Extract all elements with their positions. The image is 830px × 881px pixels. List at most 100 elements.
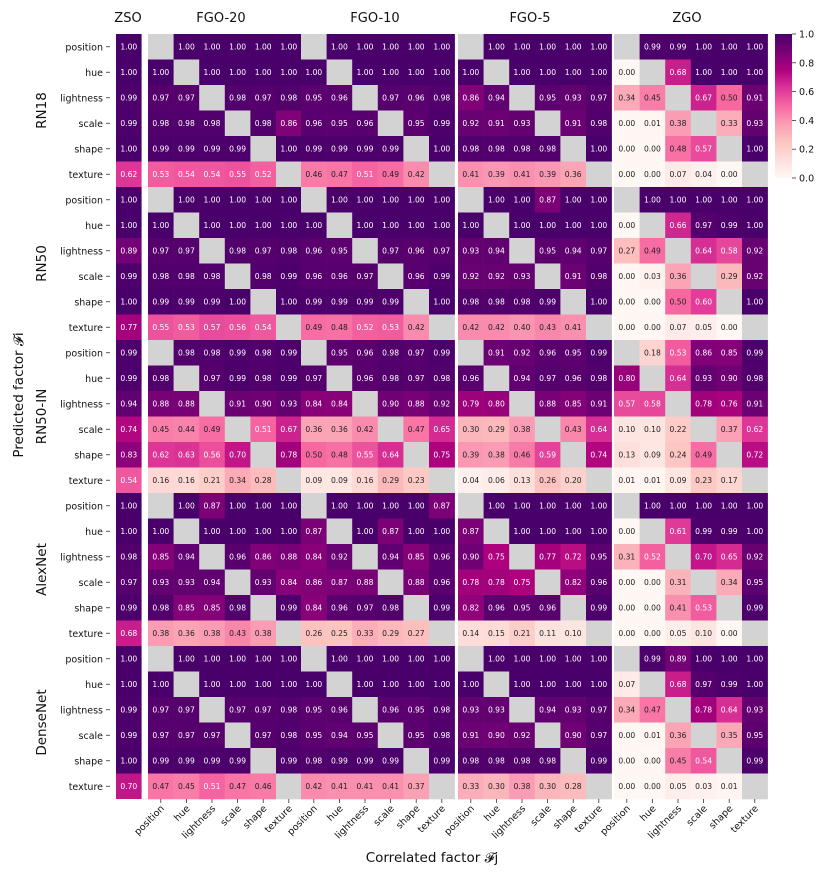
- heatmap-cell: [250, 59, 277, 86]
- cell-value-label: 0.99: [280, 604, 297, 613]
- cell-value-label: 0.89: [670, 655, 687, 664]
- heatmap-cell: [326, 646, 353, 672]
- heatmap-cell: [483, 136, 510, 162]
- heatmap-cell: [614, 314, 640, 341]
- heatmap-cell: [429, 34, 455, 60]
- heatmap-cell: [665, 136, 692, 162]
- heatmap-cell: [458, 544, 484, 570]
- heatmap-cell: [429, 442, 455, 468]
- heatmap-cell: [250, 314, 277, 341]
- cell-value-label: 1.00: [590, 680, 607, 689]
- cell-value-label: 0.03: [644, 272, 661, 281]
- heatmap-cell: [199, 263, 226, 290]
- colorbar-tick-label: 1.0: [799, 30, 814, 41]
- heatmap-cell: [276, 85, 302, 111]
- cell-value-label: 1.00: [331, 502, 348, 511]
- cell-value-label: 0.99: [746, 757, 763, 766]
- cell-value-label: 0.83: [120, 451, 137, 460]
- heatmap-cell: [716, 518, 743, 545]
- heatmap-cell: [148, 365, 174, 392]
- cell-value-label: 0.99: [670, 43, 687, 52]
- cell-value-label: 0.52: [255, 170, 272, 179]
- heatmap-cell: [199, 595, 226, 621]
- heatmap-cell: [403, 187, 430, 213]
- heatmap-cell: [586, 110, 612, 137]
- diagonal-cell: [716, 748, 743, 774]
- cell-value-label: 1.00: [178, 43, 195, 52]
- cell-value-label: 1.00: [204, 43, 221, 52]
- x-tick-label: scale: [219, 803, 244, 828]
- cell-value-label: 1.00: [514, 43, 531, 52]
- cell-value-label: 0.99: [746, 604, 763, 613]
- heatmap-cell: [534, 544, 561, 570]
- heatmap-cell: [614, 59, 640, 86]
- heatmap-cell: [250, 416, 277, 443]
- heatmap-cell: [716, 722, 743, 749]
- diagonal-cell: [690, 569, 717, 596]
- cell-value-label: 0.98: [539, 757, 556, 766]
- heatmap-cell: [665, 467, 692, 494]
- cell-value-label: 1.00: [120, 527, 137, 536]
- cell-value-label: 0.39: [462, 451, 479, 460]
- heatmap-cell: [173, 314, 200, 341]
- cell-value-label: 0.88: [357, 578, 374, 587]
- cell-value-label: 1.00: [382, 680, 399, 689]
- cell-value-label: 0.16: [152, 476, 169, 485]
- cell-value-label: 1.00: [229, 655, 246, 664]
- x-tick-label: hue: [482, 803, 503, 824]
- heatmap-cell: [199, 161, 226, 188]
- heatmap-cell: [560, 493, 587, 519]
- cell-value-label: 1.00: [255, 68, 272, 77]
- heatmap-cell: [614, 391, 640, 417]
- cell-value-label: 0.38: [488, 451, 505, 460]
- cell-value-label: 0.95: [408, 119, 425, 128]
- cell-value-label: 0.70: [229, 451, 246, 460]
- cell-value-label: 0.37: [721, 425, 738, 434]
- heatmap-cell: [586, 340, 612, 366]
- diagonal-cell: [377, 416, 404, 443]
- heatmap-cell: [352, 442, 379, 468]
- heatmap-cell: [301, 136, 327, 162]
- diagonal-cell: [534, 722, 561, 749]
- cell-value-label: 0.90: [565, 731, 582, 740]
- cell-value-label: 1.00: [357, 221, 374, 230]
- heatmap-cell: [403, 85, 430, 111]
- heatmap-cell: [301, 671, 327, 698]
- cell-value-label: 1.00: [120, 655, 137, 664]
- heatmap-cell: [276, 646, 302, 672]
- heatmap-cell: [326, 467, 353, 494]
- heatmap-cell: [173, 416, 200, 443]
- y-tick-label: position: [65, 654, 103, 665]
- heatmap-cell: [148, 569, 174, 596]
- model-label-alexnet: AlexNet: [34, 543, 50, 596]
- heatmap-cell: [483, 646, 510, 672]
- cell-value-label: 1.00: [590, 221, 607, 230]
- heatmap-cell: [116, 59, 142, 85]
- cell-value-label: 0.07: [670, 170, 687, 179]
- cell-value-label: 0.85: [204, 604, 221, 613]
- cell-value-label: 0.99: [721, 680, 738, 689]
- cell-value-label: 1.00: [514, 527, 531, 536]
- heatmap-cell: [301, 569, 327, 596]
- diagonal-cell: [173, 518, 200, 545]
- heatmap-cell: [534, 442, 561, 468]
- cell-value-label: 0.96: [331, 272, 348, 281]
- diagonal-cell: [483, 365, 510, 392]
- cell-value-label: 0.98: [462, 757, 479, 766]
- heatmap-cell: [483, 110, 510, 137]
- heatmap-cell: [224, 365, 251, 392]
- y-tick-label: texture: [69, 782, 103, 793]
- y-tick-label: texture: [69, 476, 103, 487]
- heatmap-cell: [614, 518, 640, 545]
- cell-value-label: 0.70: [695, 553, 712, 562]
- y-tick-label: shape: [74, 450, 103, 461]
- cell-value-label: 1.00: [695, 43, 712, 52]
- cell-value-label: 0.41: [514, 170, 531, 179]
- cell-value-label: 0.55: [229, 170, 246, 179]
- heatmap-cell: [639, 773, 666, 800]
- heatmap-cell: [716, 238, 743, 264]
- cell-value-label: 0.98: [488, 298, 505, 307]
- cell-value-label: 0.99: [152, 757, 169, 766]
- cell-value-label: 0.64: [721, 706, 738, 715]
- cell-value-label: 0.48: [670, 145, 687, 154]
